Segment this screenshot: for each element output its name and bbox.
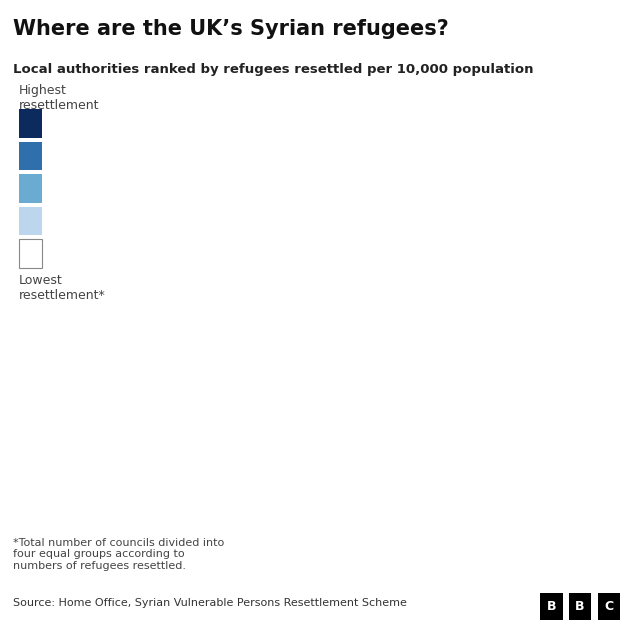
Text: Local authorities ranked by refugees resettled per 10,000 population: Local authorities ranked by refugees res…	[13, 62, 533, 76]
Text: B: B	[575, 600, 585, 613]
Text: C: C	[604, 600, 613, 613]
Text: Lowest
resettlement*: Lowest resettlement*	[19, 274, 106, 302]
Text: B: B	[547, 600, 556, 613]
Text: Source: Home Office, Syrian Vulnerable Persons Resettlement Scheme: Source: Home Office, Syrian Vulnerable P…	[13, 598, 406, 608]
FancyBboxPatch shape	[598, 592, 620, 620]
Text: Highest
resettlement: Highest resettlement	[19, 84, 100, 112]
FancyBboxPatch shape	[540, 592, 563, 620]
Text: *Total number of councils divided into
four equal groups according to
numbers of: *Total number of councils divided into f…	[13, 538, 224, 571]
Text: Where are the UK’s Syrian refugees?: Where are the UK’s Syrian refugees?	[13, 19, 449, 39]
FancyBboxPatch shape	[569, 592, 591, 620]
